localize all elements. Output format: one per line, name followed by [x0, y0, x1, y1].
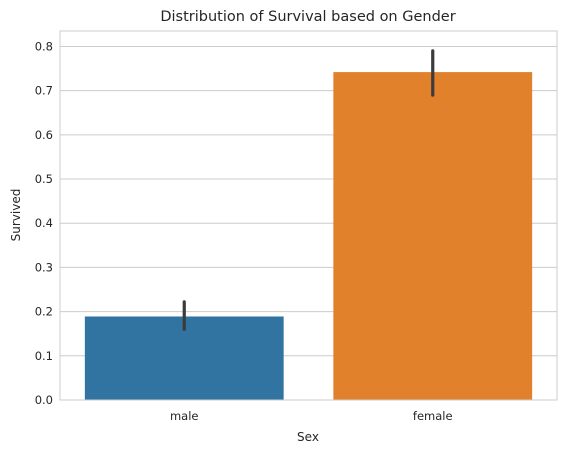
x-tick-label-male: male [170, 409, 199, 423]
error-bars [182, 49, 435, 331]
y-tick-label: 0.0 [35, 393, 53, 407]
y-axis-label: Survived [9, 189, 23, 242]
x-axis-label: Sex [297, 430, 319, 444]
y-tick-label: 0.2 [35, 305, 53, 319]
y-tick-label: 0.3 [35, 260, 53, 274]
y-tick-label: 0.1 [35, 349, 53, 363]
y-tick-label: 0.7 [35, 84, 53, 98]
x-tick-labels: male female [170, 409, 453, 423]
bars [84, 72, 533, 400]
y-tick-labels: 0.0 0.1 0.2 0.3 0.4 0.5 0.6 0.7 0.8 [35, 39, 53, 407]
plot-frame [59, 30, 558, 401]
y-tick-label: 0.8 [35, 39, 53, 53]
chart-title: Distribution of Survival based on Gender [160, 9, 455, 25]
y-tick-label: 0.5 [35, 172, 53, 186]
bar-female [333, 72, 533, 400]
x-tick-label-female: female [413, 409, 453, 423]
y-tick-label: 0.6 [35, 128, 53, 142]
y-tick-label: 0.4 [35, 216, 53, 230]
